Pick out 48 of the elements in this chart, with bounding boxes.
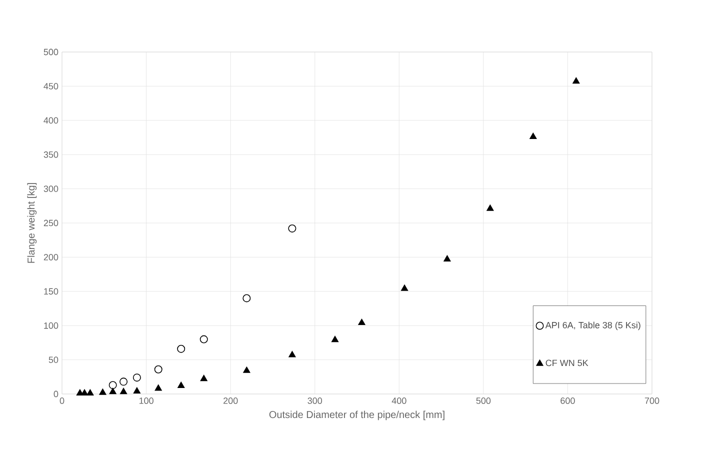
point [109,388,116,394]
y-tick-label: 250 [44,220,58,226]
x-tick-label: 0 [60,398,64,404]
legend-label: API 6A, Table 38 (5 Ksi) [545,322,640,330]
point [154,384,162,391]
point [331,336,339,342]
legend-label: CF WN 5K [546,360,588,366]
point [120,388,128,394]
y-axis-title: Flange weight [kg] [27,183,37,263]
point [132,374,141,382]
x-axis-title: Outside Diameter of the pipe/neck [mm] [269,410,444,420]
x-tick-label: 600 [560,398,575,404]
point [530,132,537,140]
x-tick-label: 100 [139,398,154,404]
y-tick-label: 0 [54,390,58,398]
y-tick-label: 400 [44,117,58,124]
y-tick-label: 200 [44,254,58,260]
point [120,378,128,386]
point [154,365,162,374]
point [572,77,580,84]
x-tick-label: 500 [476,398,491,404]
y-tick-label: 300 [44,186,58,192]
point [486,204,494,211]
point [242,294,251,302]
point [243,366,250,373]
x-tick-label: 700 [644,398,660,404]
y-tick-label: 100 [44,322,58,329]
x-tick-label: 400 [392,398,406,404]
y-tick-label: 150 [44,288,58,295]
point [288,224,296,232]
point [401,284,408,291]
x-tick-label: 200 [224,398,238,404]
point [200,335,208,344]
y-tick-label: 50 [48,356,58,363]
x-tick-label: 300 [308,398,322,404]
point [177,344,186,353]
y-tick-label: 450 [44,83,58,90]
point [99,388,106,395]
point [86,389,94,396]
point [200,374,208,382]
point [133,387,140,394]
y-tick-label: 350 [44,151,58,158]
point [358,318,366,326]
point [178,382,185,388]
point [288,351,296,358]
y-tick-label: 500 [44,48,58,56]
point [108,381,117,390]
point [444,255,451,262]
